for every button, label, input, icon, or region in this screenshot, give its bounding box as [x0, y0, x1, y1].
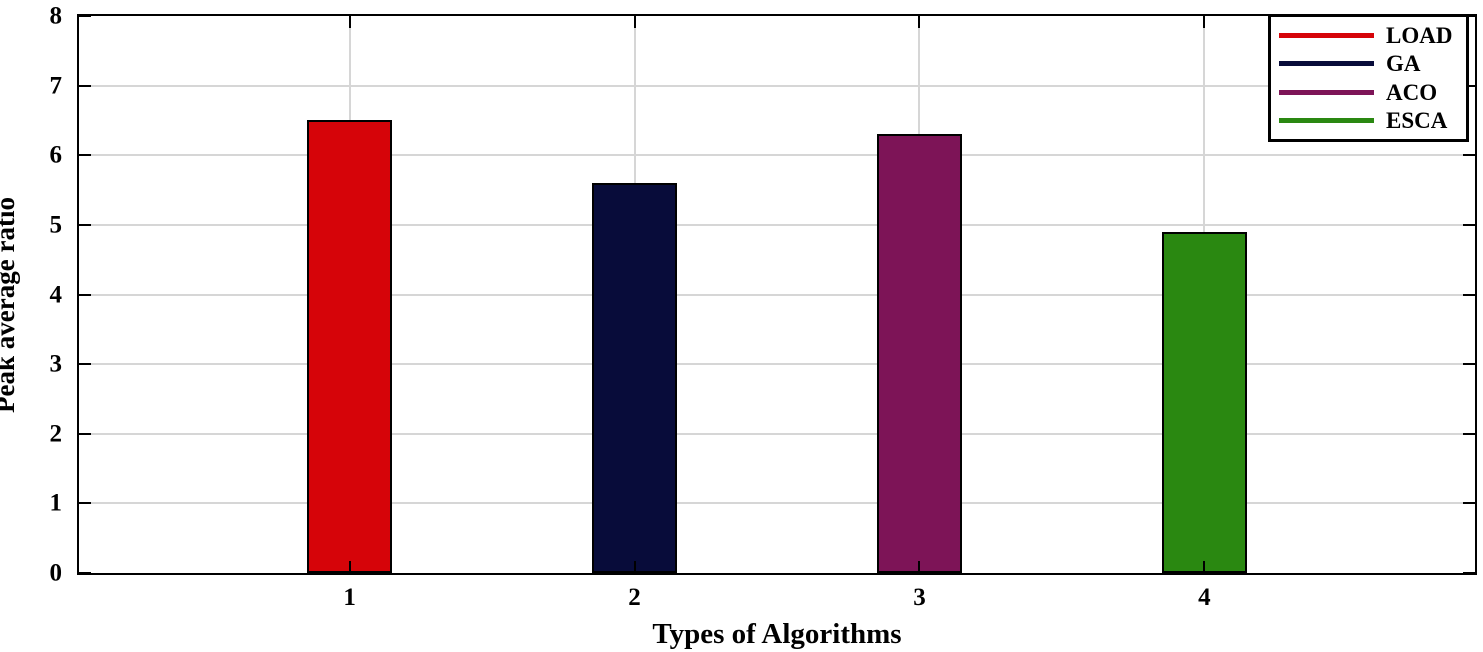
x-tick-label: 3 [913, 584, 926, 611]
y-tick-mark [1463, 223, 1475, 226]
y-tick-mark [79, 432, 91, 435]
x-tick-mark [633, 16, 636, 28]
legend: LOAD GA ACO ESCA [1268, 14, 1469, 142]
bar-aco [876, 134, 963, 573]
y-tick-label: 5 [49, 211, 63, 239]
y-tick-label: 6 [49, 141, 63, 169]
y-tick-label: 2 [49, 420, 63, 448]
legend-item-ga: GA [1279, 52, 1458, 75]
gridline-horizontal [79, 154, 1475, 157]
legend-item-esca: ESCA [1279, 109, 1458, 132]
gridline-horizontal [79, 293, 1475, 296]
bar-load [306, 120, 393, 573]
x-tick-mark [918, 16, 921, 28]
y-tick-mark [1463, 154, 1475, 157]
legend-line-swatch [1279, 117, 1374, 123]
y-tick-label: 7 [49, 72, 63, 100]
legend-line-swatch [1279, 61, 1374, 67]
legend-line-swatch [1279, 33, 1374, 39]
legend-item-aco: ACO [1279, 81, 1458, 104]
y-tick-mark [1463, 15, 1475, 17]
x-tick-label: 1 [343, 584, 356, 611]
legend-label: GA [1386, 51, 1421, 77]
bar-esca [1161, 231, 1248, 573]
legend-item-load: LOAD [1279, 24, 1458, 47]
gridline-horizontal [79, 84, 1475, 87]
x-tick-label: 2 [628, 584, 641, 611]
y-tick-mark [1463, 293, 1475, 296]
y-tick-label: 4 [49, 281, 63, 308]
y-tick-label: 3 [49, 350, 63, 378]
plot-area: LOAD GA ACO ESCA [77, 14, 1477, 575]
y-tick-mark [1463, 502, 1475, 505]
y-tick-mark [1463, 432, 1475, 435]
y-tick-label: 0 [49, 559, 63, 587]
y-tick-label: 8 [49, 2, 63, 30]
y-tick-mark [79, 15, 91, 17]
y-tick-mark [1463, 572, 1475, 574]
y-tick-mark [79, 154, 91, 157]
legend-line-swatch [1279, 89, 1374, 95]
gridline-horizontal [79, 502, 1475, 505]
legend-label: ACO [1386, 79, 1438, 105]
x-tick-mark [633, 561, 636, 573]
y-tick-mark [1463, 363, 1475, 366]
y-tick-mark [79, 293, 91, 296]
y-tick-mark [1463, 84, 1475, 87]
y-tick-mark [79, 502, 91, 505]
x-tick-mark [348, 561, 351, 573]
gridline-horizontal [79, 432, 1475, 435]
y-tick-mark [79, 223, 91, 226]
y-tick-mark [79, 572, 91, 574]
y-tick-label: 1 [49, 489, 63, 517]
gridline-horizontal [79, 363, 1475, 366]
x-axis-label: Types of Algorithms [652, 618, 902, 650]
gridline-horizontal [79, 223, 1475, 226]
y-tick-mark [79, 84, 91, 87]
legend-label: LOAD [1386, 23, 1453, 49]
legend-label: ESCA [1386, 107, 1448, 133]
bar-ga [591, 183, 678, 573]
x-tick-mark [918, 561, 921, 573]
x-tick-mark [348, 16, 351, 28]
x-tick-mark [1203, 16, 1206, 28]
y-tick-mark [79, 363, 91, 366]
x-tick-label: 4 [1198, 584, 1211, 611]
x-tick-mark [1203, 561, 1206, 573]
